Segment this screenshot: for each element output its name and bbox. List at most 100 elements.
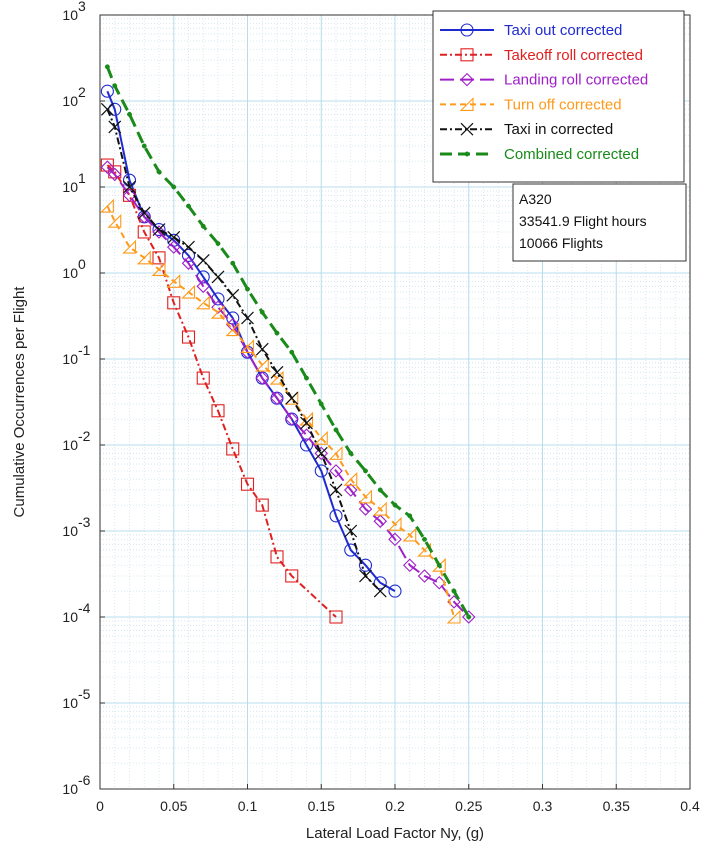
data-point-taxi-in-corrected [226,288,240,302]
data-point-turn-off-corrected [343,471,358,486]
data-point-taxi-in-corrected [285,391,299,405]
data-point-takeoff-roll-corrected [329,610,343,624]
data-point-landing-roll-corrected [461,610,476,624]
y-tick-exponent: -3 [78,514,91,530]
y-tick-exponent: 1 [78,170,86,186]
series-combined-corrected [104,64,472,620]
series-landing-roll-corrected [100,160,476,624]
data-point-taxi-out-corrected [100,84,114,98]
data-point-combined-corrected [112,83,118,89]
data-point-combined-corrected [245,286,250,292]
x-tick-label: 0.3 [533,798,553,814]
x-tick-label: 0.35 [603,798,630,814]
data-point-turn-off-corrected [387,516,402,531]
data-point-taxi-out-corrected [329,509,343,523]
data-point-turn-off-corrected [166,274,181,288]
legend-label: Combined corrected [504,146,639,163]
legend-item-landing-roll-corrected: Landing roll corrected [440,72,648,89]
data-point-landing-roll-corrected [314,446,329,461]
legend-box [432,10,685,183]
data-point-landing-roll-corrected [402,558,417,573]
series-line-taxi-in-corrected [106,108,381,592]
data-point-turn-off-corrected [240,339,255,353]
data-point-turn-off-corrected [446,609,461,624]
data-point-combined-corrected [363,468,368,474]
data-point-taxi-out-corrected [344,543,358,557]
data-point-landing-roll-corrected [270,391,284,405]
legend-item-taxi-out-corrected: Taxi out corrected [440,22,622,39]
data-point-taxi-in-corrected [270,365,284,379]
data-point-turn-off-corrected [328,446,343,460]
data-point-taxi-out-corrected [299,438,314,452]
legend-marker [460,48,474,62]
data-point-landing-roll-corrected [388,532,402,547]
legend-item-combined-corrected: Combined corrected [440,146,639,163]
legend: Taxi out corrected Takeoff roll corrected… [432,10,685,183]
x-axis-title: Lateral Load Factor Ny, (g) [306,825,484,842]
data-point-turn-off-corrected [402,527,417,542]
data-point-combined-corrected [333,427,339,433]
data-point-turn-off-corrected [254,357,269,372]
data-point-landing-roll-corrected [152,225,166,239]
data-point-combined-corrected [451,588,457,594]
data-point-combined-corrected [466,614,472,620]
y-tick-exponent: -2 [78,428,91,444]
data-point-combined-corrected [348,450,354,456]
data-point-taxi-in-corrected [241,311,254,325]
data-point-takeoff-roll-corrected [181,330,196,344]
series-turn-off-corrected [100,198,461,624]
data-point-combined-corrected [436,562,442,568]
y-tick-exponent: -5 [78,686,91,702]
data-point-taxi-in-corrected [344,524,358,538]
data-point-landing-roll-corrected [373,514,388,528]
y-tick-label: 10 [62,695,78,711]
data-point-combined-corrected [171,184,177,190]
data-point-takeoff-roll-corrected [285,569,299,583]
data-point-takeoff-roll-corrected [152,251,166,265]
y-tick-label: 10 [62,93,78,109]
x-tick-label: 0.05 [160,798,187,814]
legend-label: Turn off corrected [504,96,622,113]
data-point-landing-roll-corrected [122,188,137,203]
legend-marker [464,151,470,157]
y-tick-label: 10 [62,781,78,797]
data-point-taxi-in-corrected [123,180,136,194]
y-tick-label: 10 [62,7,78,23]
data-point-taxi-in-corrected [137,206,151,220]
series-line-takeoff-roll-corrected [106,164,337,618]
y-tick-exponent: 0 [78,256,86,272]
x-tick-label: 0.2 [385,798,405,814]
data-point-turn-off-corrected [358,489,373,504]
data-point-turn-off-corrected [299,411,314,426]
data-point-taxi-out-corrected [152,223,166,237]
y-axis-title: Cumulative Occurrences per Flight [11,286,28,518]
series-line-combined-corrected [105,66,471,618]
data-point-combined-corrected [127,111,132,117]
data-point-landing-roll-corrected [137,210,152,224]
y-tick-label: 10 [62,609,78,625]
data-point-takeoff-roll-corrected [226,442,240,456]
info-box-frame [512,183,687,262]
series-taxi-in-corrected [100,102,387,598]
x-tick-label: 0.25 [455,798,482,814]
data-point-combined-corrected [156,169,162,175]
x-tick-label: 0 [96,798,104,814]
data-point-takeoff-roll-corrected [255,498,269,512]
data-point-turn-off-corrected [100,198,114,213]
data-point-takeoff-roll-corrected [137,225,151,239]
data-point-taxi-out-corrected [388,584,402,598]
data-point-takeoff-roll-corrected [240,477,255,491]
data-point-takeoff-roll-corrected [211,404,225,418]
data-point-taxi-in-corrected [300,416,313,430]
data-point-taxi-in-corrected [100,102,114,116]
data-point-taxi-in-corrected [108,120,122,134]
series-line-landing-roll-corrected [106,166,470,618]
info-aircraft: A320 [519,191,552,207]
data-point-landing-roll-corrected [181,256,196,270]
data-point-turn-off-corrected [151,262,166,276]
data-point-taxi-in-corrected [152,223,166,236]
y-tick-exponent: -1 [78,342,91,358]
data-point-combined-corrected [392,502,398,508]
data-point-taxi-in-corrected [211,270,225,284]
